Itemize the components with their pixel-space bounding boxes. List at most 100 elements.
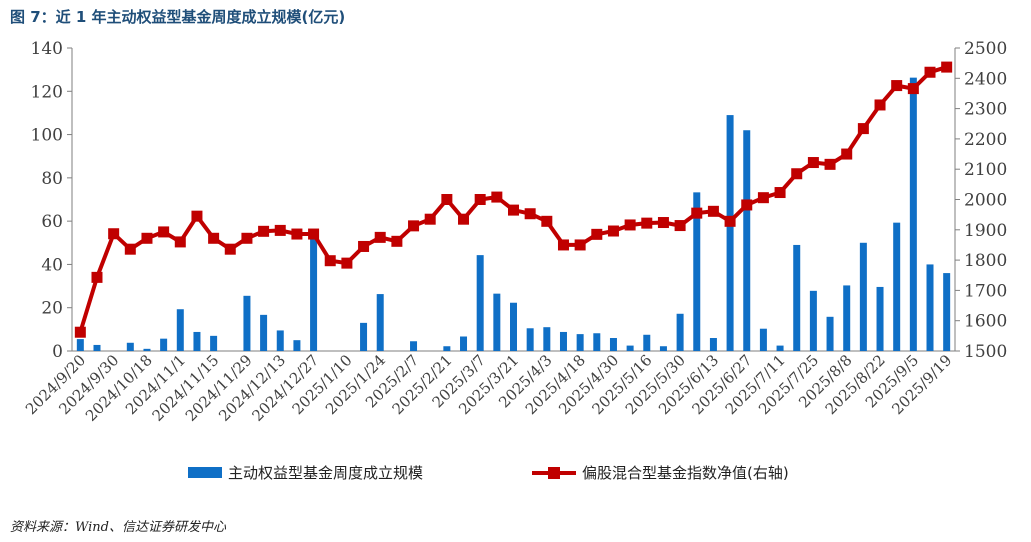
bar bbox=[743, 130, 751, 351]
y-left-tick-label: 100 bbox=[31, 126, 63, 146]
bar bbox=[126, 342, 134, 351]
bar bbox=[843, 285, 851, 351]
line-marker bbox=[707, 205, 719, 217]
y-right-tick-label: 2500 bbox=[964, 39, 1007, 59]
legend-line-swatch bbox=[532, 463, 576, 483]
line-marker bbox=[74, 326, 86, 338]
y-right-tick-label: 1500 bbox=[964, 342, 1007, 362]
y-left-tick-label: 40 bbox=[41, 255, 63, 275]
line-marker bbox=[124, 243, 136, 255]
bar bbox=[826, 316, 834, 351]
bar bbox=[693, 192, 701, 351]
line-marker bbox=[441, 194, 453, 205]
legend-line-label: 偏股混合型基金指数净值(右轴) bbox=[582, 464, 789, 482]
line-marker bbox=[924, 66, 936, 78]
y-right-tick-label: 2200 bbox=[964, 130, 1007, 150]
line-marker bbox=[458, 213, 470, 225]
bar bbox=[376, 294, 384, 351]
bar bbox=[76, 339, 84, 351]
line-marker bbox=[541, 215, 553, 227]
bar bbox=[576, 334, 584, 351]
bar bbox=[293, 340, 301, 351]
line-marker bbox=[774, 187, 786, 199]
line-marker bbox=[224, 243, 236, 255]
line-marker bbox=[241, 232, 253, 244]
y-right-tick-label: 1600 bbox=[964, 312, 1007, 332]
y-left-tick-label: 20 bbox=[41, 299, 63, 319]
bar bbox=[460, 336, 468, 351]
bar bbox=[909, 77, 917, 352]
y-left-tick-label: 120 bbox=[31, 82, 63, 102]
bar bbox=[643, 334, 651, 351]
bar bbox=[626, 345, 634, 351]
bar bbox=[709, 338, 717, 351]
line-marker bbox=[324, 255, 336, 267]
bar bbox=[143, 348, 151, 351]
y-right-tick-label: 1800 bbox=[964, 251, 1007, 271]
line-marker bbox=[641, 217, 653, 229]
bar bbox=[759, 328, 767, 351]
bar bbox=[260, 314, 268, 351]
bar bbox=[609, 338, 617, 351]
line-marker bbox=[807, 157, 819, 169]
bar bbox=[476, 255, 484, 351]
bar bbox=[210, 335, 218, 351]
bar bbox=[726, 115, 734, 351]
line-marker bbox=[674, 220, 686, 232]
line-marker bbox=[841, 148, 853, 160]
y-left-tick-label: 140 bbox=[31, 39, 63, 59]
bar bbox=[893, 222, 901, 351]
bar bbox=[310, 234, 318, 351]
bar bbox=[859, 242, 867, 351]
line-marker bbox=[491, 191, 503, 203]
bar bbox=[243, 295, 251, 351]
line-marker bbox=[191, 210, 203, 222]
line-marker bbox=[691, 207, 703, 219]
line-marker bbox=[791, 168, 803, 180]
bar bbox=[410, 341, 418, 351]
bar bbox=[493, 293, 501, 351]
line-marker bbox=[291, 228, 303, 240]
bar bbox=[360, 322, 368, 351]
line-marker bbox=[524, 208, 536, 220]
bar bbox=[176, 309, 184, 351]
line-marker bbox=[891, 80, 903, 92]
bar bbox=[526, 328, 534, 351]
line-marker bbox=[874, 99, 886, 111]
line-marker bbox=[341, 257, 353, 269]
figure-title: 图 7：近 1 年主动权益型基金周度成立规模(亿元) bbox=[10, 8, 346, 26]
bar bbox=[809, 290, 817, 351]
y-right-tick-label: 2100 bbox=[964, 160, 1007, 180]
line-marker bbox=[941, 61, 953, 73]
line-marker bbox=[824, 158, 836, 170]
source-note: 资料来源：Wind、信达证券研发中心 bbox=[10, 520, 226, 535]
y-right-tick-label: 1900 bbox=[964, 221, 1007, 241]
bar bbox=[193, 331, 201, 351]
line-marker bbox=[591, 228, 603, 240]
line-marker bbox=[474, 194, 486, 205]
bar bbox=[943, 273, 951, 351]
bar bbox=[593, 333, 601, 351]
line-marker bbox=[141, 232, 153, 244]
line-marker bbox=[374, 231, 386, 243]
bar bbox=[559, 331, 567, 351]
line-marker bbox=[158, 226, 170, 238]
line-marker bbox=[258, 225, 270, 237]
bar bbox=[659, 346, 667, 351]
bar bbox=[160, 338, 168, 351]
line-marker bbox=[508, 204, 519, 216]
line-marker bbox=[657, 217, 669, 229]
line-marker bbox=[574, 239, 586, 251]
line-marker bbox=[358, 240, 370, 252]
line-marker bbox=[607, 225, 619, 237]
bar bbox=[876, 286, 884, 351]
line-marker bbox=[624, 219, 636, 231]
line-marker bbox=[91, 271, 103, 283]
line-marker bbox=[907, 83, 919, 95]
line-marker bbox=[208, 232, 220, 244]
bar bbox=[793, 244, 801, 351]
line-marker bbox=[757, 192, 769, 204]
y-left-tick-label: 60 bbox=[41, 212, 63, 232]
line-marker bbox=[274, 224, 286, 236]
bar bbox=[676, 313, 684, 351]
